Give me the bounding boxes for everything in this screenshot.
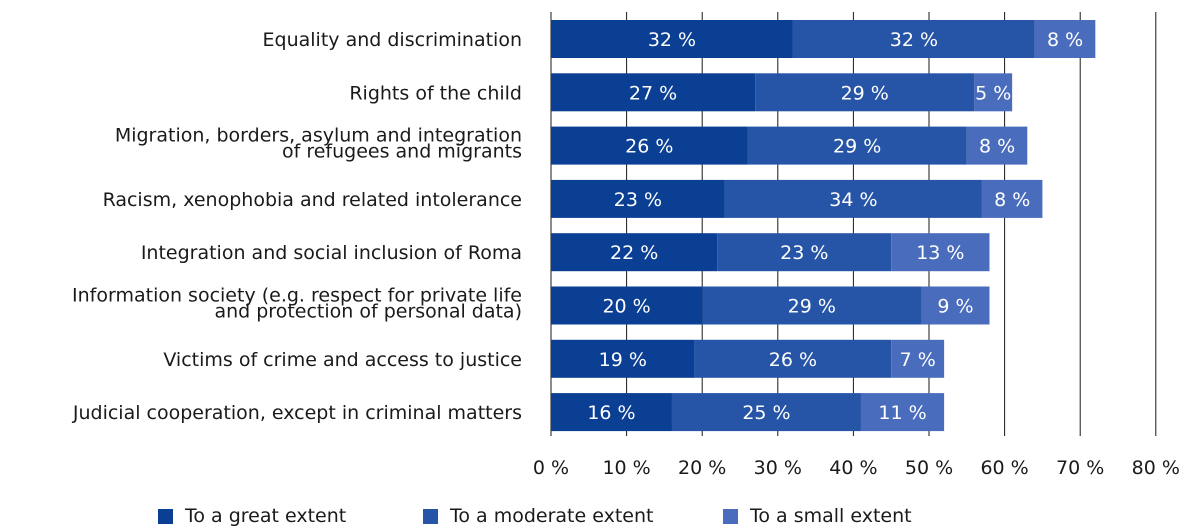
bar-segment bbox=[966, 126, 1028, 165]
x-tick-label: 70 % bbox=[1056, 457, 1104, 479]
bar-segment bbox=[724, 179, 982, 218]
x-tick-label: 30 % bbox=[754, 457, 802, 479]
data-label: 32 % bbox=[648, 29, 696, 51]
x-tick-label: 60 % bbox=[980, 457, 1028, 479]
bar-segment bbox=[551, 393, 672, 432]
category-label: Rights of the child bbox=[349, 82, 522, 104]
bar-segment bbox=[891, 339, 945, 378]
data-label: 8 % bbox=[1047, 29, 1083, 51]
data-label: 16 % bbox=[587, 402, 635, 424]
category-label: Racism, xenophobia and related intoleran… bbox=[103, 189, 522, 211]
bar-segment bbox=[551, 233, 718, 272]
bar-segment bbox=[755, 73, 975, 112]
bar-segment bbox=[551, 126, 748, 165]
legend-swatch bbox=[723, 508, 738, 524]
bar-segment bbox=[1034, 20, 1096, 58]
x-tick-label: 40 % bbox=[829, 457, 877, 479]
bar-segment bbox=[981, 179, 1043, 218]
category-label-line: Information society (e.g. respect for pr… bbox=[72, 285, 522, 307]
bar-segment bbox=[717, 233, 892, 272]
bar-segment bbox=[551, 339, 695, 378]
category-label-line: of refugees and migrants bbox=[282, 141, 522, 163]
data-label: 8 % bbox=[994, 189, 1030, 211]
data-label: 23 % bbox=[614, 189, 662, 211]
data-label: 22 % bbox=[610, 242, 658, 264]
category-label: Victims of crime and access to justice bbox=[163, 349, 522, 371]
data-label: 13 % bbox=[916, 242, 964, 264]
data-label: 29 % bbox=[841, 82, 889, 104]
category-label: Migration, borders, asylum and integrati… bbox=[115, 125, 522, 163]
legend-swatch bbox=[423, 508, 438, 524]
bar-segment bbox=[921, 286, 990, 325]
data-label: 34 % bbox=[829, 189, 877, 211]
bar-segment bbox=[747, 126, 967, 165]
data-label: 9 % bbox=[937, 296, 973, 318]
category-label: Equality and discrimination bbox=[263, 29, 522, 51]
data-label: 32 % bbox=[890, 29, 938, 51]
bar-segment bbox=[551, 73, 756, 112]
legend-item: To a small extent bbox=[723, 505, 912, 527]
legend-item: To a moderate extent bbox=[423, 505, 653, 527]
data-label: 23 % bbox=[780, 242, 828, 264]
data-label: 19 % bbox=[599, 349, 647, 371]
bar-segment bbox=[551, 286, 703, 325]
data-label: 26 % bbox=[625, 136, 673, 158]
bar-segment bbox=[860, 393, 945, 432]
category-label-line: and protection of personal data) bbox=[214, 301, 522, 323]
legend-swatch bbox=[158, 508, 173, 524]
bar-segment bbox=[694, 339, 892, 378]
category-label-line: Migration, borders, asylum and integrati… bbox=[115, 125, 522, 147]
legend-item: To a great extent bbox=[158, 505, 346, 527]
legend-label: To a great extent bbox=[185, 505, 347, 527]
category-label: Judicial cooperation, except in criminal… bbox=[72, 402, 522, 424]
bar-segment bbox=[551, 20, 793, 58]
legend-label: To a small extent bbox=[750, 505, 912, 527]
x-tick-label: 20 % bbox=[678, 457, 726, 479]
legend-label: To a moderate extent bbox=[450, 505, 654, 527]
data-label: 7 % bbox=[900, 349, 936, 371]
x-tick-label: 80 % bbox=[1132, 457, 1180, 479]
bar-segment bbox=[551, 179, 725, 218]
bar-segment bbox=[974, 73, 1013, 112]
category-labels: Equality and discrimination Rights of the… bbox=[72, 29, 522, 424]
data-label: 11 % bbox=[878, 402, 926, 424]
bars: 32 % 32 % 8 % 27 % 29 % 5 % 26 % 29 % 8 % 23 % 34 … bbox=[551, 20, 1096, 432]
x-tick-label: 0 % bbox=[533, 457, 569, 479]
data-label: 29 % bbox=[788, 296, 836, 318]
x-tick-label: 50 % bbox=[905, 457, 953, 479]
data-label: 26 % bbox=[769, 349, 817, 371]
category-label: Information society (e.g. respect for pr… bbox=[72, 285, 522, 323]
data-label: 8 % bbox=[979, 136, 1015, 158]
bar-segment bbox=[671, 393, 861, 432]
bar-segment bbox=[891, 233, 990, 272]
bar-segment bbox=[792, 20, 1035, 58]
data-label: 25 % bbox=[742, 402, 790, 424]
data-label: 29 % bbox=[833, 136, 881, 158]
data-label: 27 % bbox=[629, 82, 677, 104]
category-label: Integration and social inclusion of Roma bbox=[141, 242, 522, 264]
data-label: 20 % bbox=[602, 296, 650, 318]
data-label: 5 % bbox=[975, 82, 1011, 104]
bar-segment bbox=[702, 286, 922, 325]
x-tick-labels: 0 % 10 % 20 % 30 % 40 % 50 % 60 % 70 % 80 % bbox=[533, 457, 1180, 479]
x-tick-label: 10 % bbox=[602, 457, 650, 479]
